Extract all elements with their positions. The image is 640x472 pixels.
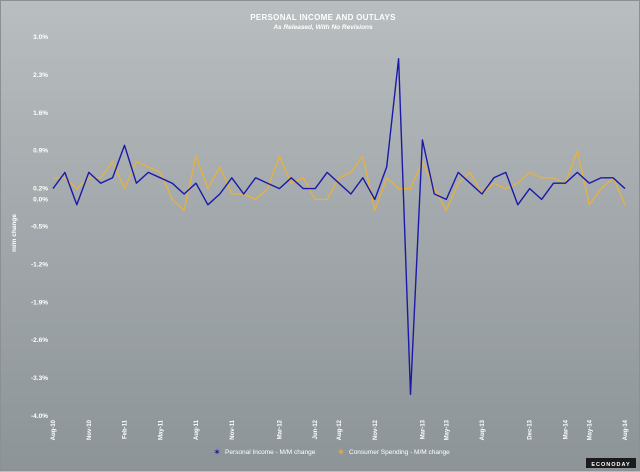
- x-tick-label: Feb-11: [123, 419, 129, 439]
- x-tick-label: May-11: [158, 419, 164, 440]
- x-tick-label: Jun-12: [313, 419, 319, 439]
- x-tick-label: Mar-14: [563, 419, 569, 439]
- legend-label: Personal Income - M/M change: [225, 449, 316, 456]
- legend-marker-icon: ✶: [213, 447, 221, 457]
- x-tick-label: May-13: [444, 419, 450, 440]
- y-tick-label: 3.0%: [33, 34, 48, 41]
- logo-background: [586, 458, 636, 468]
- x-tick-label: Mar-13: [420, 419, 426, 439]
- y-tick-label: 0.2%: [33, 186, 48, 193]
- y-tick-labels: 3.0% 2.3% 1.6% 0.9% 0.2% 0.0% -0.5% -1.2% -1.9% -…: [31, 34, 48, 420]
- y-axis-label: m/m change: [11, 214, 18, 252]
- y-tick-label: -1.9%: [31, 299, 48, 306]
- legend-item: ✶ Personal Income - M/M change: [213, 447, 315, 457]
- logo-text: ECONODAY: [591, 462, 630, 468]
- personal-income-line: [52, 58, 626, 395]
- x-tick-labels: Aug-10 Nov-10 Feb-11 May-11 Aug-11 Nov-11 Mar-…: [51, 419, 629, 440]
- x-tick-label: Aug-10: [51, 419, 57, 440]
- x-tick-label: May-14: [587, 419, 593, 440]
- y-tick-label: 0.0%: [33, 196, 48, 203]
- y-tick-label: 2.3%: [33, 72, 48, 79]
- x-tick-label: Nov-11: [230, 419, 236, 439]
- legend: ✶ Personal Income - M/M change ✶ Consumer S…: [213, 447, 450, 457]
- consumer-spending-line: [53, 150, 626, 211]
- chart-title: PERSONAL INCOME AND OUTLAYS: [250, 13, 396, 22]
- series-lines: [52, 58, 626, 395]
- y-tick-label: -1.2%: [31, 261, 48, 268]
- x-tick-label: Aug-14: [623, 419, 629, 440]
- legend-label: Consumer Spending - M/M change: [349, 449, 450, 456]
- legend-marker-icon: ✶: [337, 447, 345, 457]
- y-tick-label: 0.9%: [33, 148, 48, 155]
- x-tick-label: Mar-12: [277, 419, 283, 439]
- chart-subtitle: As Released, With No Revisions: [272, 24, 373, 31]
- y-tick-label: -4.0%: [31, 413, 48, 420]
- x-tick-label: Aug-13: [480, 419, 486, 440]
- x-tick-label: Aug-11: [194, 419, 200, 440]
- x-tick-label: Aug-12: [337, 419, 343, 440]
- y-tick-label: 1.6%: [33, 110, 48, 117]
- x-tick-label: Nov-10: [87, 419, 93, 440]
- x-tick-label: Dec-13: [528, 419, 534, 439]
- y-tick-label: -2.6%: [31, 337, 48, 344]
- y-tick-label: -3.3%: [31, 375, 48, 382]
- y-tick-label: -0.5%: [31, 224, 48, 231]
- econoday-logo: ECONODAY: [586, 458, 636, 468]
- legend-item: ✶ Consumer Spending - M/M change: [337, 447, 450, 457]
- x-tick-label: Nov-12: [373, 419, 379, 440]
